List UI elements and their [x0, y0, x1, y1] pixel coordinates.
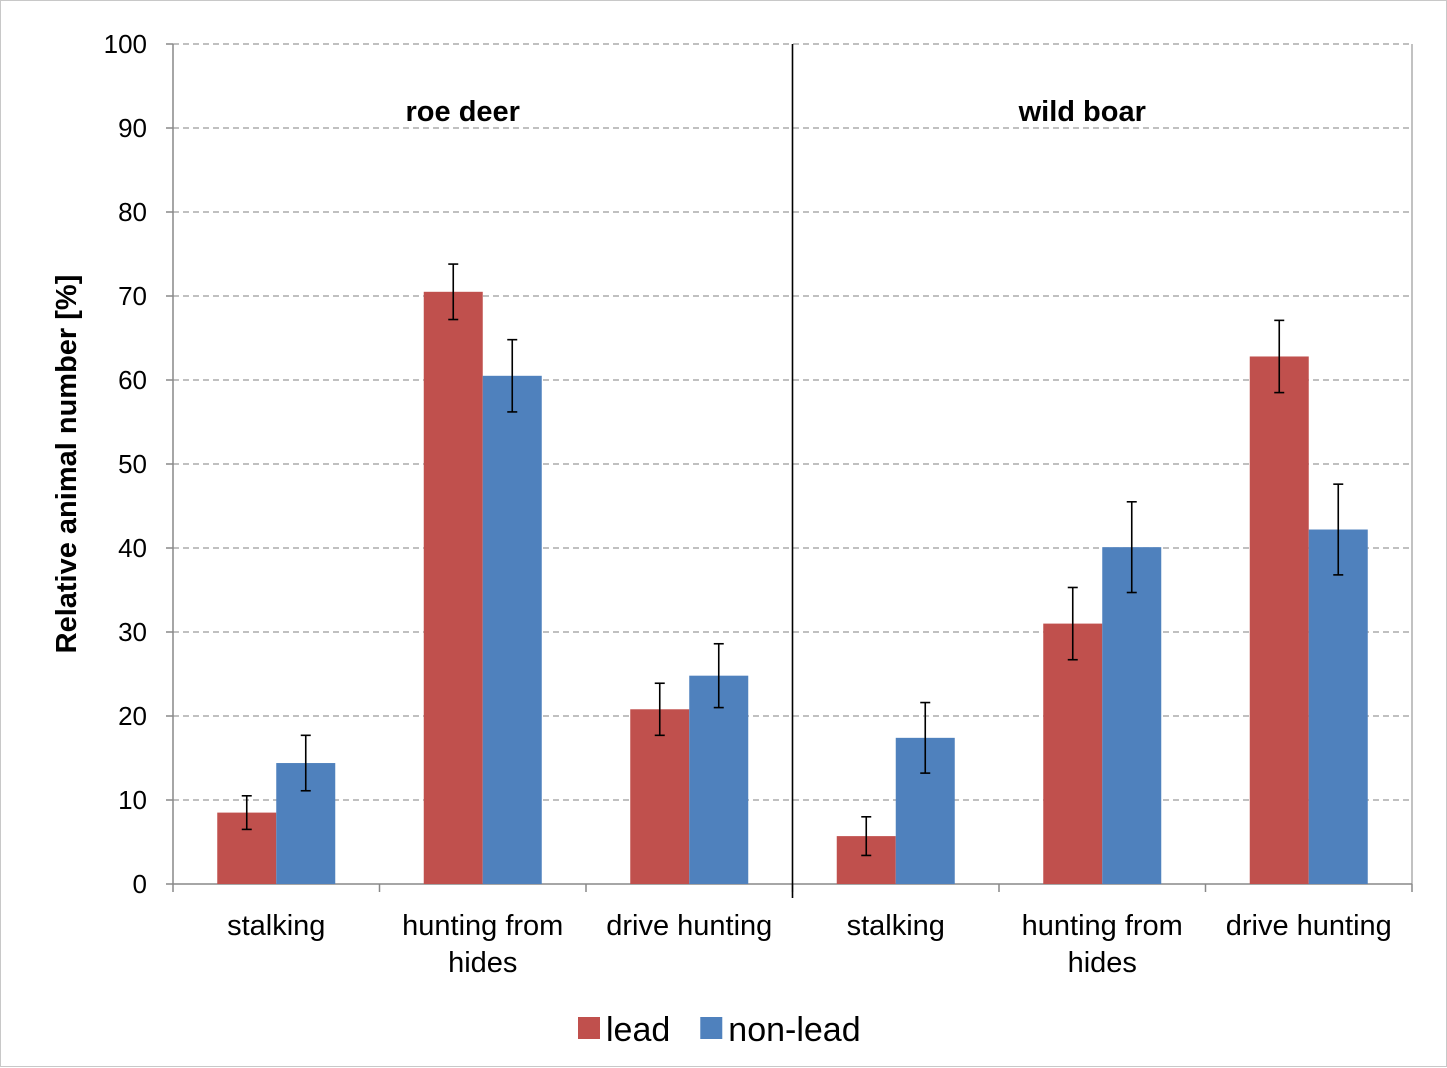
- bar: [1249, 356, 1309, 885]
- bar: [630, 709, 690, 884]
- category-label-line: hides: [1068, 947, 1137, 979]
- bar: [1043, 623, 1103, 884]
- category-label: hunting from hides: [402, 910, 563, 979]
- y-axis-label: Relative animal number [%]: [51, 275, 83, 654]
- category-label: drive hunting: [1226, 910, 1392, 942]
- y-tick-label: 70: [118, 281, 147, 311]
- category-label: stalking: [847, 910, 945, 942]
- legend-label: lead: [606, 1011, 670, 1049]
- y-tick-label: 20: [118, 701, 147, 731]
- category-label-line: stalking: [227, 910, 325, 942]
- y-tick-label: 30: [118, 617, 147, 647]
- group-title: roe deer: [406, 96, 520, 128]
- y-tick-label: 90: [118, 113, 147, 143]
- y-tick-label: 80: [118, 197, 147, 227]
- y-tick-label: 0: [133, 869, 147, 899]
- legend-label: non-lead: [728, 1011, 860, 1049]
- y-tick-label: 40: [118, 533, 147, 563]
- y-tick-label: 60: [118, 365, 147, 395]
- group-title: wild boar: [1018, 96, 1146, 128]
- category-label-line: hunting from: [1022, 910, 1183, 942]
- bar: [1308, 529, 1368, 884]
- bar: [482, 375, 542, 884]
- category-label: hunting from hides: [1022, 910, 1183, 979]
- error-bars: [241, 263, 1344, 857]
- bars: [217, 291, 1368, 885]
- category-label-line: drive hunting: [1226, 910, 1392, 942]
- category-label-line: stalking: [847, 910, 945, 942]
- y-tick-label: 50: [118, 449, 147, 479]
- axes: 0 10 20 30 40 50 60 70 80 90 100: [104, 29, 1413, 899]
- legend: lead non-lead: [578, 1011, 861, 1049]
- bar: [689, 675, 749, 884]
- category-label: drive hunting: [606, 910, 772, 942]
- gridlines: [173, 43, 1413, 884]
- y-tick-label: 100: [104, 29, 147, 59]
- category-label-line: drive hunting: [606, 910, 772, 942]
- bar: [1102, 547, 1162, 884]
- legend-swatch: [578, 1017, 600, 1039]
- labels: roe deer stalking hunting from hides drive h…: [227, 96, 1392, 979]
- category-label-line: hides: [448, 947, 517, 979]
- category-label-line: hunting from: [402, 910, 563, 942]
- legend-swatch: [700, 1017, 723, 1039]
- y-tick-label: 10: [118, 785, 147, 815]
- bar: [423, 291, 483, 884]
- category-label: stalking: [227, 910, 325, 942]
